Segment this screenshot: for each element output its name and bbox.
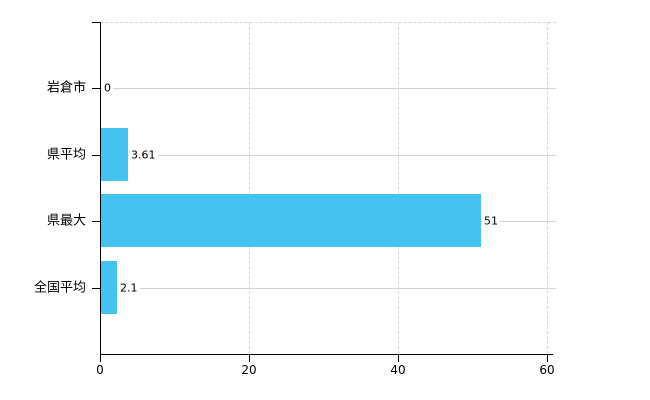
x-axis-tick xyxy=(547,354,548,362)
row-gridline xyxy=(100,288,556,289)
bar-value-label: 2.1 xyxy=(118,281,140,295)
y-axis-line xyxy=(100,22,101,362)
x-gridline xyxy=(249,22,250,354)
y-axis-top-tick xyxy=(92,22,100,23)
x-axis-tick xyxy=(249,354,250,362)
x-tick-label: 0 xyxy=(96,363,104,377)
x-tick-label: 60 xyxy=(539,363,555,377)
x-gridline xyxy=(398,22,399,354)
category-label: 県平均 xyxy=(46,147,86,163)
bar-4 xyxy=(101,261,117,314)
category-label: 岩倉市 xyxy=(46,80,86,96)
y-axis-tick xyxy=(92,288,100,289)
plot-top-border xyxy=(100,22,556,23)
row-gridline xyxy=(100,88,556,89)
x-axis-tick xyxy=(398,354,399,362)
bar-value-label: 51 xyxy=(482,214,500,228)
x-gridline xyxy=(547,22,548,354)
category-label: 県最大 xyxy=(46,213,86,229)
x-tick-label: 40 xyxy=(390,363,406,377)
bar-value-label: 3.61 xyxy=(129,148,158,162)
y-axis-tick xyxy=(92,88,100,89)
y-axis-tick xyxy=(92,221,100,222)
bar-3 xyxy=(101,194,481,247)
bar-2 xyxy=(101,128,128,181)
row-gridline xyxy=(100,155,556,156)
y-axis-tick xyxy=(92,155,100,156)
x-axis-line xyxy=(100,354,553,355)
x-tick-label: 20 xyxy=(241,363,257,377)
category-label: 全国平均 xyxy=(33,280,86,296)
bar-value-label: 0 xyxy=(102,81,113,95)
